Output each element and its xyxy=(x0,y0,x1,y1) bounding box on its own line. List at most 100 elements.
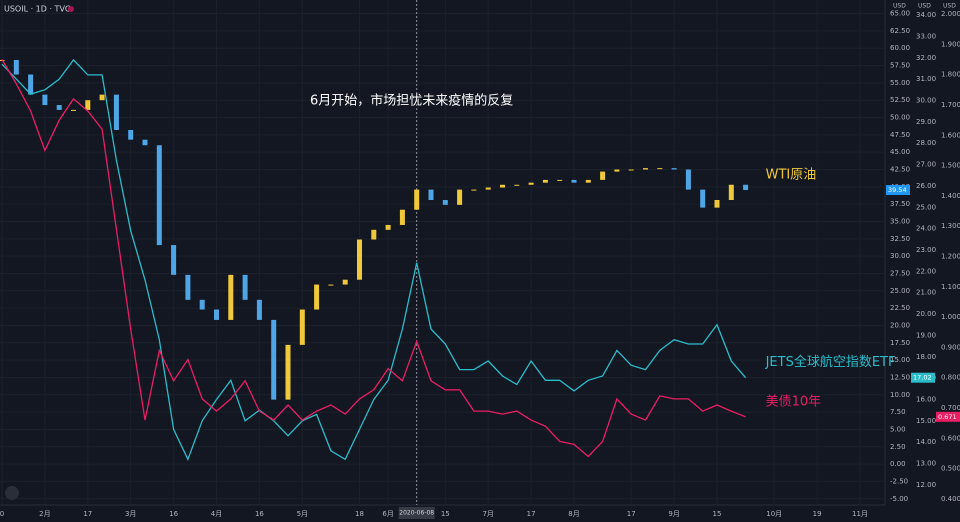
y-tick-label: 32.00 xyxy=(916,54,936,62)
y-tick-label: 65.00 xyxy=(890,10,910,18)
logo xyxy=(5,486,19,500)
candle xyxy=(571,179,577,183)
candle xyxy=(299,309,305,345)
candle xyxy=(442,200,448,205)
candle xyxy=(142,139,148,146)
annotation: 6月开始，市场担忧未来疫情的反复 xyxy=(310,93,513,109)
candle xyxy=(85,100,91,110)
series-name: 美债10年 xyxy=(766,394,822,409)
x-tick-label: 15 xyxy=(713,510,722,518)
y-tick-label: 1.400 xyxy=(941,192,960,200)
y-tick-label: 24.00 xyxy=(916,225,936,233)
x-tick-label: 6月 xyxy=(382,510,393,518)
y-tick-label: -2.50 xyxy=(890,477,908,485)
y-tick-label: 32.50 xyxy=(890,235,910,243)
candle xyxy=(357,239,362,280)
x-tick-label: 5月 xyxy=(297,510,308,518)
last-value-badge xyxy=(886,185,910,196)
candle xyxy=(685,169,691,190)
x-tick-label: 2月 xyxy=(39,510,50,518)
x-tick-label: 10月 xyxy=(766,510,782,518)
x-tick-label: 17 xyxy=(83,510,92,518)
y-tick-label: 55.00 xyxy=(890,79,910,87)
last-value-label: 0.671 xyxy=(938,413,957,421)
candle xyxy=(657,168,663,170)
candle xyxy=(28,74,34,95)
y-tick-label: 1.000 xyxy=(941,313,960,321)
candle xyxy=(371,229,377,240)
y-tick-label: 15.00 xyxy=(916,417,936,425)
candle xyxy=(428,189,434,201)
candle xyxy=(71,109,76,111)
y-tick-label: 21.00 xyxy=(916,289,936,297)
y-tick-label: 18.00 xyxy=(916,353,936,361)
candle xyxy=(471,189,477,191)
candle xyxy=(528,182,534,185)
y-tick-label: 13.00 xyxy=(916,460,936,468)
x-tick-label: 15 xyxy=(441,510,450,518)
y-tick-label: 7.50 xyxy=(890,408,906,416)
y-tick-label: 35.00 xyxy=(890,217,910,225)
candle xyxy=(500,184,505,188)
candle xyxy=(113,94,119,130)
y-tick-label: 30.00 xyxy=(916,96,936,104)
candle xyxy=(199,299,205,310)
y-tick-label: 0.400 xyxy=(941,495,960,503)
x-tick-label: 16 xyxy=(255,510,264,518)
y-tick-label: 0.800 xyxy=(941,374,960,382)
candle xyxy=(385,224,391,230)
candle xyxy=(328,284,334,286)
series-name: WTI原油 xyxy=(766,168,817,183)
series-line xyxy=(1,59,746,458)
candle xyxy=(557,179,563,181)
x-tick-label: 11月 xyxy=(852,510,868,518)
candle xyxy=(628,169,634,171)
candle xyxy=(171,245,177,275)
y-tick-label: 52.50 xyxy=(890,96,910,104)
series-name: JETS全球航空指数ETF xyxy=(765,354,896,370)
y-tick-label: 27.50 xyxy=(890,269,910,277)
last-value-badge xyxy=(911,372,935,383)
candle xyxy=(99,94,105,101)
x-tick-label: 18 xyxy=(355,510,364,518)
y-tick-label: 60.00 xyxy=(890,44,910,52)
y-tick-label: 0.700 xyxy=(941,404,960,412)
y-tick-label: 29.00 xyxy=(916,118,936,126)
y-tick-label: 10.00 xyxy=(890,391,910,399)
y-tick-label: 20.00 xyxy=(916,310,936,318)
last-value-badge xyxy=(936,411,960,422)
marks xyxy=(0,58,749,461)
y-tick-label: 17.50 xyxy=(890,339,910,347)
candle xyxy=(214,309,219,320)
crosshair-label-box xyxy=(398,507,435,519)
axis-title: USD xyxy=(918,3,931,10)
y-tick-label: 45.00 xyxy=(890,148,910,156)
y-tick-label: 1.600 xyxy=(941,131,960,139)
candle xyxy=(242,274,248,300)
y-tick-label: 2.50 xyxy=(890,443,906,451)
last-value-label: 17.02 xyxy=(913,374,932,382)
candle xyxy=(128,129,134,140)
candle xyxy=(600,171,606,180)
candle xyxy=(743,184,749,191)
candle xyxy=(342,279,348,285)
candle xyxy=(42,94,48,106)
candle xyxy=(485,187,491,190)
y-tick-label: 27.00 xyxy=(916,161,936,169)
y-tick-label: 37.50 xyxy=(890,200,910,208)
candle xyxy=(614,169,620,172)
y-tick-label: 22.00 xyxy=(916,267,936,275)
y-tick-label: 34.00 xyxy=(916,11,936,19)
y-tick-label: 0.600 xyxy=(941,434,960,442)
series-line xyxy=(1,58,747,461)
candle xyxy=(271,319,277,400)
x-tick-label: 0 xyxy=(0,510,4,518)
x-tick-label: 16 xyxy=(169,510,178,518)
y-tick-label: 1.500 xyxy=(941,162,960,170)
y-tick-label: 1.100 xyxy=(941,283,960,291)
y-tick-label: 26.00 xyxy=(916,182,936,190)
candle xyxy=(700,189,706,208)
x-tick-label: 19 xyxy=(813,510,822,518)
candle xyxy=(643,168,648,170)
